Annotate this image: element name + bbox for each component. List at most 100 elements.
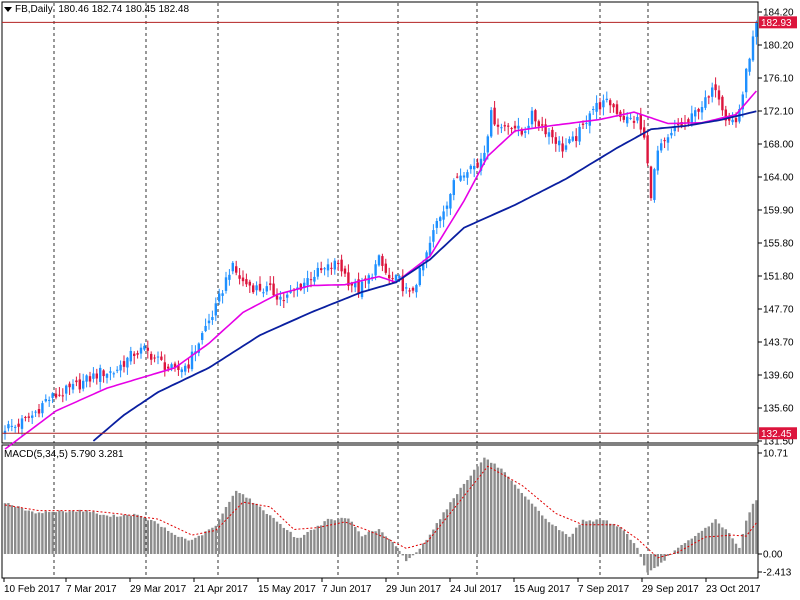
- candle-body: [588, 113, 591, 126]
- candle-body: [255, 285, 258, 291]
- macd-bar: [500, 468, 503, 554]
- candle-body: [445, 205, 449, 209]
- macd-bar: [405, 554, 408, 562]
- macd-bar: [24, 510, 27, 554]
- macd-bar: [663, 554, 666, 561]
- macd-bar: [180, 536, 183, 554]
- macd-bar: [371, 531, 374, 554]
- candle-body: [258, 283, 262, 291]
- candle-body: [3, 430, 7, 435]
- candle-body: [428, 242, 432, 256]
- candle-body: [231, 262, 234, 272]
- candle-body: [530, 110, 534, 125]
- candle-body: [626, 116, 629, 124]
- macd-bar: [466, 480, 469, 554]
- price-tick-label: 151.80: [763, 272, 794, 283]
- candle-body: [398, 275, 401, 279]
- candle-body: [595, 102, 598, 112]
- macd-bar: [534, 506, 537, 554]
- candle-body: [690, 113, 693, 124]
- macd-bar: [615, 526, 619, 554]
- candle-body: [717, 90, 721, 100]
- macd-bar: [673, 550, 676, 554]
- candle-body: [119, 364, 122, 371]
- macd-axis: 10.71 0.00 -2.413: [758, 449, 792, 579]
- macd-panel-frame: [1, 444, 759, 579]
- macd-bar: [554, 526, 557, 554]
- price-tick-label: 147.70: [763, 305, 794, 316]
- macd-bar: [224, 507, 228, 554]
- macd-bar: [160, 526, 163, 554]
- macd-tick-label: -2.413: [763, 568, 792, 579]
- macd-bar: [116, 516, 119, 554]
- candle-body: [459, 175, 462, 181]
- macd-bar: [694, 535, 697, 554]
- macd-bar: [462, 483, 466, 554]
- candle-body: [129, 350, 132, 362]
- macd-bar: [265, 513, 268, 554]
- candle-body: [558, 140, 561, 146]
- price-axis: 184.20 180.20 176.10 172.10 168.00 164.00 159.…: [758, 8, 794, 448]
- candle-body: [629, 117, 632, 119]
- macd-bar: [292, 537, 296, 554]
- candle-body: [486, 136, 489, 153]
- candle-body: [602, 100, 605, 108]
- macd-bar: [231, 495, 234, 554]
- macd-bar: [473, 469, 476, 554]
- macd-bar: [102, 514, 105, 554]
- candle-body: [585, 122, 588, 124]
- macd-bar: [751, 503, 755, 554]
- candle-body: [150, 353, 153, 360]
- macd-bar: [92, 511, 95, 554]
- candle-body: [524, 131, 527, 133]
- macd-bar: [153, 521, 156, 554]
- candle-body: [388, 274, 391, 279]
- candle-body: [496, 124, 500, 127]
- macd-bar: [670, 554, 673, 555]
- candle-body: [547, 132, 551, 137]
- macd-bar: [435, 523, 438, 554]
- time-axis: 10 Feb 2017 7 Mar 2017 29 Mar 2017 21 Apr 2…: [3, 578, 761, 595]
- candle-body: [646, 135, 649, 164]
- candle-body: [340, 259, 343, 272]
- candle-body: [503, 125, 506, 127]
- candle-body: [517, 125, 520, 129]
- price-tick-label: 135.60: [763, 404, 794, 415]
- macd-bar: [228, 501, 231, 554]
- macd-bar: [622, 530, 625, 554]
- candle-body: [252, 285, 255, 293]
- macd-bar: [711, 522, 714, 554]
- macd-bar: [636, 547, 639, 554]
- macd-bar: [190, 539, 194, 554]
- macd-bar: [544, 518, 547, 554]
- macd-bar: [626, 533, 629, 554]
- macd-bar: [316, 525, 319, 554]
- candle-body: [184, 365, 187, 372]
- candle-body: [439, 217, 442, 222]
- macd-bar: [728, 533, 731, 554]
- candle-body: [71, 383, 75, 390]
- macd-bar: [340, 517, 343, 554]
- macd-bar: [364, 534, 367, 554]
- candle-body: [415, 285, 418, 293]
- price-tick-label: 172.10: [763, 107, 794, 118]
- candle-body: [357, 279, 360, 294]
- candle-body: [245, 279, 248, 285]
- candle-body: [286, 294, 289, 298]
- candle-body: [734, 118, 738, 123]
- candle-body: [177, 365, 180, 370]
- macd-bar: [411, 554, 415, 556]
- candle-body: [483, 152, 486, 162]
- candle-body: [405, 287, 408, 289]
- price-tick-label: 184.20: [763, 8, 794, 19]
- macd-bar: [218, 519, 221, 554]
- caret-down-icon[interactable]: [4, 6, 12, 12]
- main-legend: FB,Daily 180.46 182.74 180.45 182.48: [4, 4, 189, 15]
- candle-body: [326, 264, 330, 271]
- macd-bar: [690, 538, 693, 554]
- candle-body: [139, 347, 143, 354]
- candle-body: [248, 281, 251, 286]
- macd-bar: [269, 515, 272, 554]
- macd-bar: [510, 480, 513, 554]
